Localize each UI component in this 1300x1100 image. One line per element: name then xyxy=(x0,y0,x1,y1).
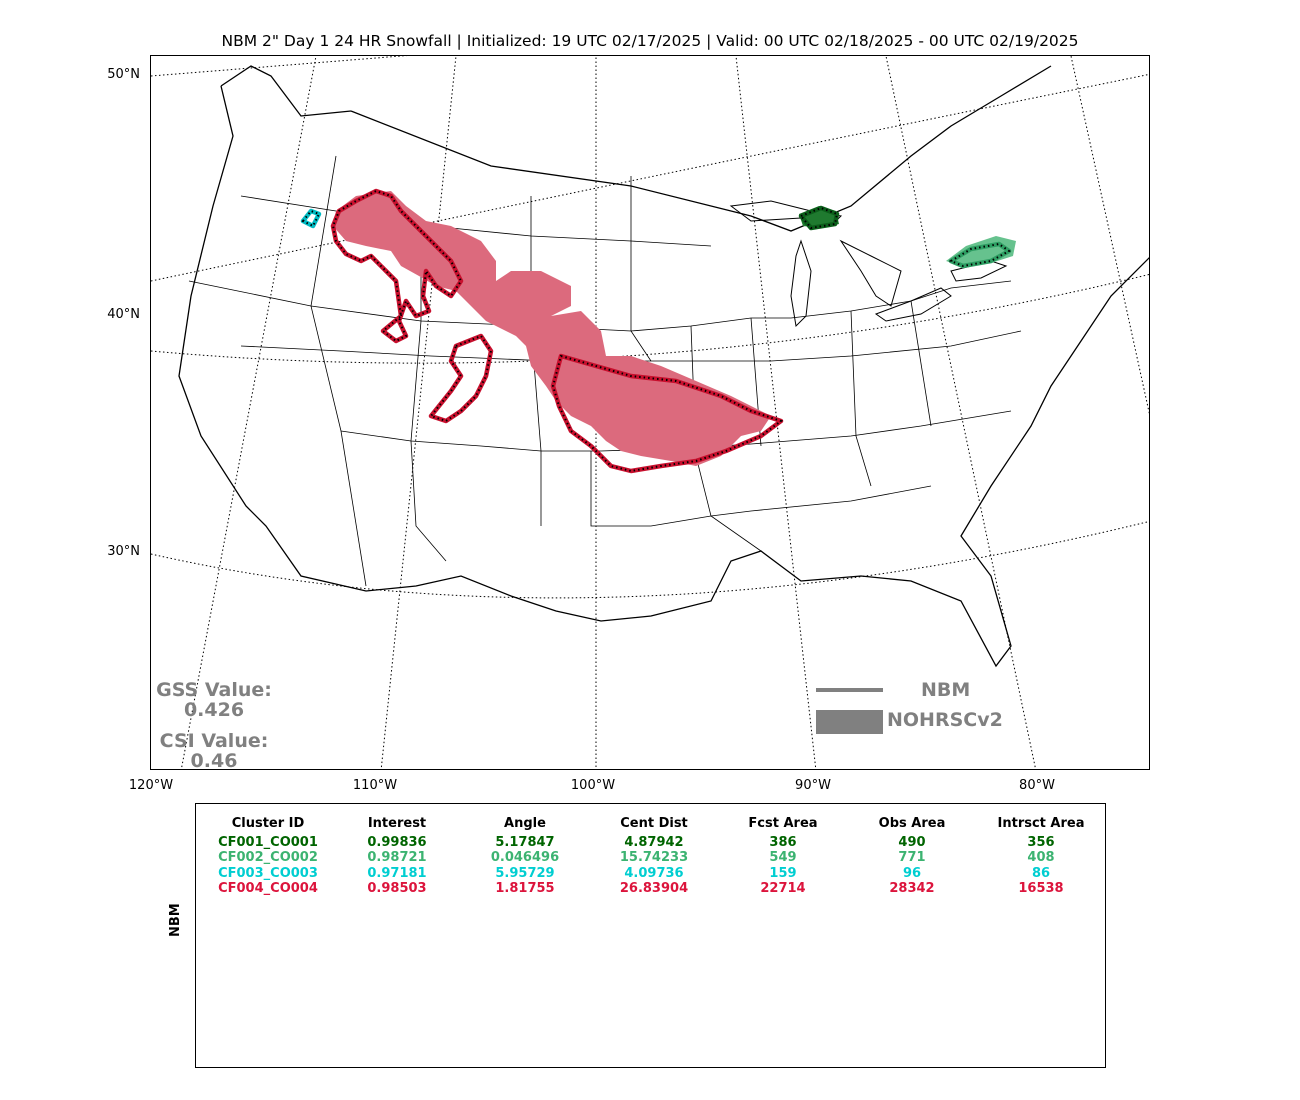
cell-fcst-area: 22714 xyxy=(760,881,806,896)
fcst-outline-dots xyxy=(301,189,1011,473)
cell-interest: 0.98721 xyxy=(367,850,427,865)
cell-interest: 0.98503 xyxy=(367,881,427,896)
cell-fcst-area: 549 xyxy=(769,850,797,865)
col-header-angle: Angle xyxy=(504,816,546,831)
obs-areas xyxy=(333,191,1016,466)
cell-cent-dist: 26.83904 xyxy=(619,881,689,896)
fcst-outline-cf004-west xyxy=(428,333,494,424)
cell-obs-area: 28342 xyxy=(889,881,935,896)
cell-intrsct-area: 356 xyxy=(1027,835,1055,850)
cell-obs-area: 771 xyxy=(898,850,926,865)
fcst-outline-cf001 xyxy=(798,205,840,231)
map-frame xyxy=(150,55,1150,770)
col-header-cluster-id: Cluster ID xyxy=(231,816,305,831)
table-side-label: NBM xyxy=(168,903,183,937)
obs-area-cf004 xyxy=(333,191,771,466)
col-header-obs-area: Obs Area xyxy=(878,816,946,831)
coastline xyxy=(178,65,1149,668)
cell-obs-area: 490 xyxy=(898,835,926,850)
legend-graphics xyxy=(816,688,883,734)
cell-cent-dist: 15.74233 xyxy=(619,850,689,865)
cell-intrsct-area: 408 xyxy=(1027,850,1055,865)
legend-nohrsc-label: NOHRSCv2 xyxy=(887,709,1003,731)
cell-intrsct-area: 16538 xyxy=(1018,881,1064,896)
legend-nohrsc-patch xyxy=(816,710,883,734)
cell-intrsct-area: 86 xyxy=(1031,866,1051,881)
cell-cent-dist: 4.87942 xyxy=(624,835,684,850)
col-header-interest: Interest xyxy=(367,816,427,831)
lon-label-90: 90°W xyxy=(795,778,831,793)
cell-cluster-id: CF002_CO002 xyxy=(218,850,318,865)
cell-cent-dist: 4.09736 xyxy=(624,866,684,881)
col-header-fcst-area: Fcst Area xyxy=(748,816,818,831)
col-header-intrsct-area: Intrsct Area xyxy=(997,816,1085,831)
cell-fcst-area: 386 xyxy=(769,835,797,850)
lat-label-50: 50°N xyxy=(107,67,140,82)
lon-label-120: 120°W xyxy=(128,778,174,793)
lon-label-80: 80°W xyxy=(1019,778,1055,793)
col-header-cent-dist: Cent Dist xyxy=(620,816,688,831)
lon-label-110: 110°W xyxy=(352,778,398,793)
map-canvas xyxy=(151,56,1149,769)
fcst-outline-cf003 xyxy=(300,208,322,229)
fcst-outline-cf004-east xyxy=(550,353,784,474)
cell-angle: 1.81755 xyxy=(495,881,555,896)
cell-cluster-id: CF003_CO003 xyxy=(218,866,318,881)
cell-fcst-area: 159 xyxy=(769,866,797,881)
legend-nbm-label: NBM xyxy=(921,679,971,701)
csi-value: 0.46 xyxy=(190,750,238,772)
cell-angle: 5.17847 xyxy=(495,835,555,850)
csi-label: CSI Value: xyxy=(159,730,269,752)
cell-angle: 5.95729 xyxy=(495,866,555,881)
cell-obs-area: 96 xyxy=(902,866,922,881)
cell-angle: 0.046496 xyxy=(490,850,560,865)
lat-label-30: 30°N xyxy=(107,544,140,559)
stats-table: Cluster ID Interest Angle Cent Dist Fcst… xyxy=(195,803,1106,1068)
cell-cluster-id: CF001_CO001 xyxy=(218,835,318,850)
lon-label-100: 100°W xyxy=(570,778,616,793)
cell-interest: 0.97181 xyxy=(367,866,427,881)
map-title: NBM 2" Day 1 24 HR Snowfall | Initialize… xyxy=(221,32,1079,50)
cell-cluster-id: CF004_CO004 xyxy=(218,881,318,896)
cell-interest: 0.99836 xyxy=(367,835,427,850)
state-borders xyxy=(188,155,1022,587)
lat-label-40: 40°N xyxy=(107,307,140,322)
gss-value: 0.426 xyxy=(183,699,245,721)
gss-label: GSS Value: xyxy=(156,679,272,701)
